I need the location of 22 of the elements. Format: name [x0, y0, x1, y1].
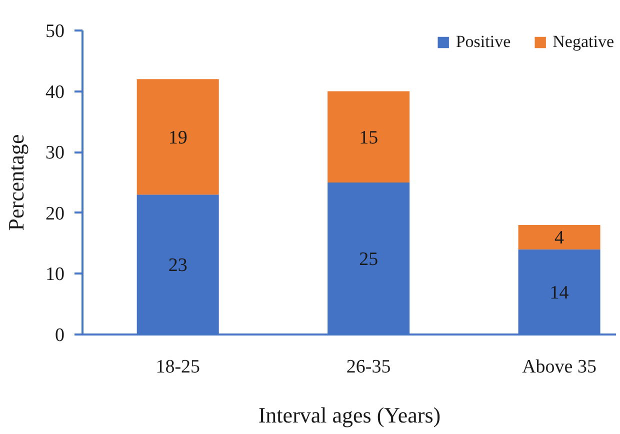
data-label: 15	[359, 127, 378, 148]
legend-label: Positive	[456, 32, 511, 52]
x-tick-label: 18-25	[156, 356, 200, 378]
data-label: 14	[550, 282, 570, 304]
bar	[518, 225, 600, 250]
data-label: 19	[168, 127, 188, 148]
data-label: 25	[359, 249, 378, 270]
x-tick-label: Above 35	[522, 356, 596, 378]
data-label: 23	[168, 255, 188, 276]
legend-label: Negative	[552, 32, 614, 52]
y-tick-label: 20	[46, 203, 64, 224]
x-tick-label: 26-35	[346, 356, 391, 378]
bar	[328, 91, 410, 182]
y-tick-label: 30	[46, 142, 64, 164]
data-label: 4	[554, 228, 565, 249]
y-axis-title: Percentage	[4, 134, 28, 231]
x-axis-title: Interval ages (Years)	[258, 402, 441, 428]
y-tick-label: 0	[55, 325, 64, 346]
y-tick-label: 50	[46, 21, 64, 42]
y-tick-label: 40	[46, 82, 64, 103]
bar	[136, 79, 219, 195]
y-tick-label: 10	[46, 264, 64, 286]
